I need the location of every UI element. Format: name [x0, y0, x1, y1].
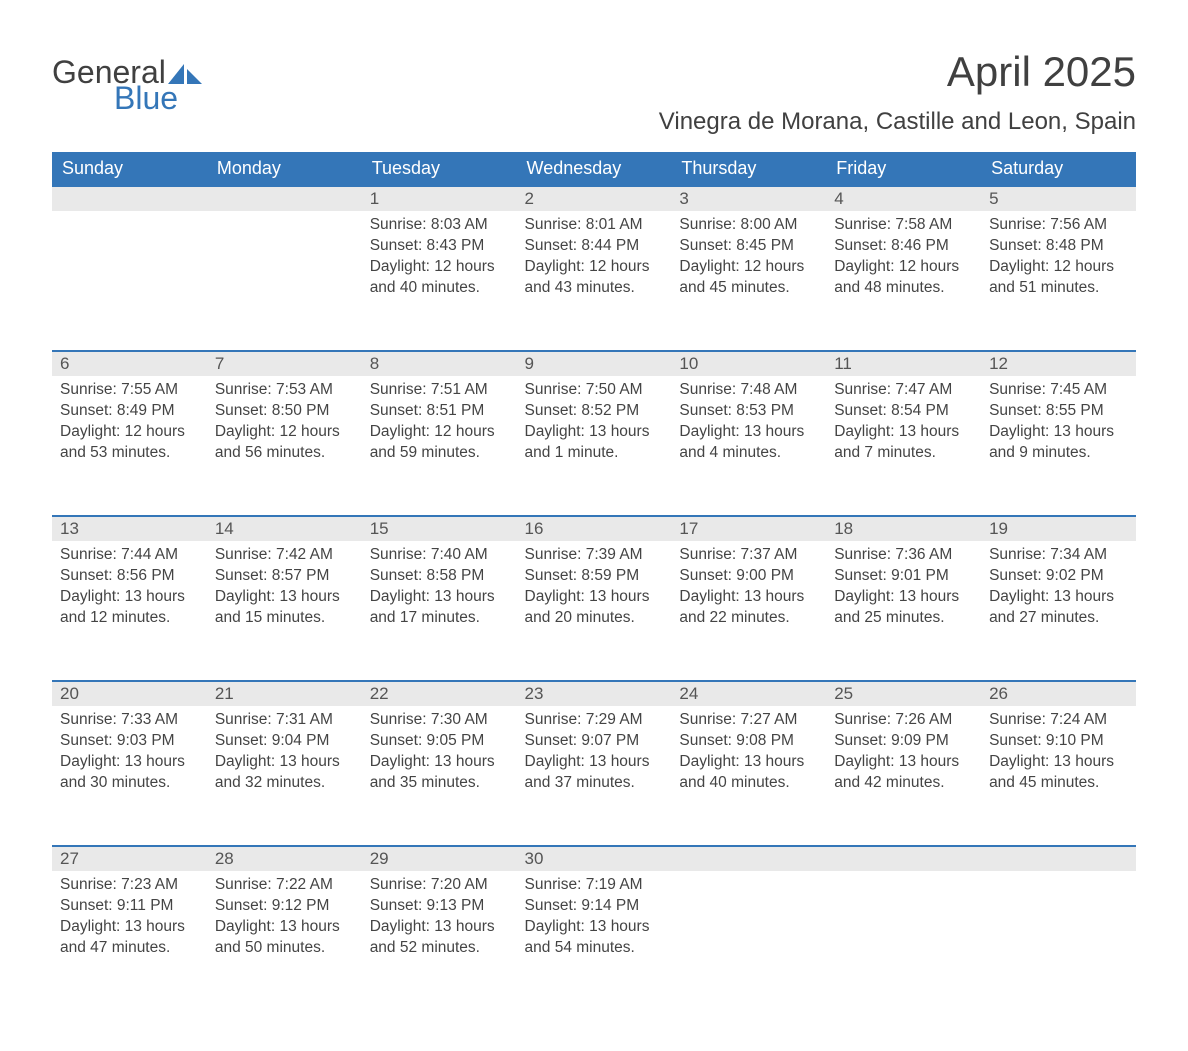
day-content-cell: Sunrise: 7:56 AMSunset: 8:48 PMDaylight:…	[981, 211, 1136, 351]
logo-word-blue: Blue	[114, 82, 202, 114]
weekday-header-row: Sunday Monday Tuesday Wednesday Thursday…	[52, 152, 1136, 186]
day-content-row: Sunrise: 7:33 AMSunset: 9:03 PMDaylight:…	[52, 706, 1136, 846]
day-content-cell: Sunrise: 7:55 AMSunset: 8:49 PMDaylight:…	[52, 376, 207, 516]
day-number-cell: 3	[671, 186, 826, 211]
weekday-header: Thursday	[671, 152, 826, 186]
day-number-cell: 11	[826, 351, 981, 376]
day-content-row: Sunrise: 7:44 AMSunset: 8:56 PMDaylight:…	[52, 541, 1136, 681]
day-number-row: 27282930	[52, 846, 1136, 871]
day-number-cell: 18	[826, 516, 981, 541]
day-number-cell: 23	[517, 681, 672, 706]
day-number-cell: 10	[671, 351, 826, 376]
day-number-cell: 8	[362, 351, 517, 376]
day-content-cell: Sunrise: 7:20 AMSunset: 9:13 PMDaylight:…	[362, 871, 517, 1011]
day-content-cell: Sunrise: 7:42 AMSunset: 8:57 PMDaylight:…	[207, 541, 362, 681]
title-block: April 2025 Vinegra de Morana, Castille a…	[659, 48, 1136, 146]
day-number-cell: 6	[52, 351, 207, 376]
day-content-cell	[207, 211, 362, 351]
day-number-cell: 7	[207, 351, 362, 376]
weekday-header: Tuesday	[362, 152, 517, 186]
day-content-cell: Sunrise: 8:01 AMSunset: 8:44 PMDaylight:…	[517, 211, 672, 351]
day-number-row: 12345	[52, 186, 1136, 211]
day-content-cell	[671, 871, 826, 1011]
day-content-cell: Sunrise: 7:30 AMSunset: 9:05 PMDaylight:…	[362, 706, 517, 846]
day-number-cell: 21	[207, 681, 362, 706]
day-content-cell: Sunrise: 7:48 AMSunset: 8:53 PMDaylight:…	[671, 376, 826, 516]
day-number-cell: 13	[52, 516, 207, 541]
day-number-cell: 1	[362, 186, 517, 211]
day-content-cell: Sunrise: 7:53 AMSunset: 8:50 PMDaylight:…	[207, 376, 362, 516]
day-number-cell: 14	[207, 516, 362, 541]
weekday-header: Monday	[207, 152, 362, 186]
day-number-cell: 12	[981, 351, 1136, 376]
day-number-cell: 25	[826, 681, 981, 706]
day-content-cell: Sunrise: 7:19 AMSunset: 9:14 PMDaylight:…	[517, 871, 672, 1011]
day-content-cell: Sunrise: 8:00 AMSunset: 8:45 PMDaylight:…	[671, 211, 826, 351]
day-content-cell: Sunrise: 8:03 AMSunset: 8:43 PMDaylight:…	[362, 211, 517, 351]
logo: General Blue	[52, 48, 202, 114]
day-number-cell: 27	[52, 846, 207, 871]
day-content-row: Sunrise: 8:03 AMSunset: 8:43 PMDaylight:…	[52, 211, 1136, 351]
day-content-cell	[826, 871, 981, 1011]
day-number-cell: 15	[362, 516, 517, 541]
day-content-cell: Sunrise: 7:39 AMSunset: 8:59 PMDaylight:…	[517, 541, 672, 681]
day-number-cell: 28	[207, 846, 362, 871]
day-number-cell	[207, 186, 362, 211]
day-content-cell: Sunrise: 7:51 AMSunset: 8:51 PMDaylight:…	[362, 376, 517, 516]
day-number-cell: 20	[52, 681, 207, 706]
day-number-cell	[671, 846, 826, 871]
day-number-cell: 30	[517, 846, 672, 871]
weekday-header: Sunday	[52, 152, 207, 186]
day-content-cell: Sunrise: 7:22 AMSunset: 9:12 PMDaylight:…	[207, 871, 362, 1011]
day-number-cell	[981, 846, 1136, 871]
day-number-cell	[826, 846, 981, 871]
day-number-cell: 24	[671, 681, 826, 706]
day-number-cell: 19	[981, 516, 1136, 541]
day-content-cell	[981, 871, 1136, 1011]
day-content-cell	[52, 211, 207, 351]
day-content-cell: Sunrise: 7:31 AMSunset: 9:04 PMDaylight:…	[207, 706, 362, 846]
weekday-header: Saturday	[981, 152, 1136, 186]
day-number-cell	[52, 186, 207, 211]
day-content-row: Sunrise: 7:55 AMSunset: 8:49 PMDaylight:…	[52, 376, 1136, 516]
day-content-cell: Sunrise: 7:58 AMSunset: 8:46 PMDaylight:…	[826, 211, 981, 351]
day-content-cell: Sunrise: 7:50 AMSunset: 8:52 PMDaylight:…	[517, 376, 672, 516]
day-number-row: 6789101112	[52, 351, 1136, 376]
day-number-row: 13141516171819	[52, 516, 1136, 541]
day-number-cell: 4	[826, 186, 981, 211]
month-title: April 2025	[659, 48, 1136, 96]
day-content-cell: Sunrise: 7:24 AMSunset: 9:10 PMDaylight:…	[981, 706, 1136, 846]
weekday-header: Friday	[826, 152, 981, 186]
day-number-cell: 17	[671, 516, 826, 541]
day-content-cell: Sunrise: 7:45 AMSunset: 8:55 PMDaylight:…	[981, 376, 1136, 516]
day-content-row: Sunrise: 7:23 AMSunset: 9:11 PMDaylight:…	[52, 871, 1136, 1011]
day-number-cell: 2	[517, 186, 672, 211]
weekday-header: Wednesday	[517, 152, 672, 186]
day-number-cell: 26	[981, 681, 1136, 706]
day-content-cell: Sunrise: 7:37 AMSunset: 9:00 PMDaylight:…	[671, 541, 826, 681]
day-number-cell: 9	[517, 351, 672, 376]
day-content-cell: Sunrise: 7:23 AMSunset: 9:11 PMDaylight:…	[52, 871, 207, 1011]
header-bar: General Blue April 2025 Vinegra de Moran…	[52, 48, 1136, 146]
day-content-cell: Sunrise: 7:29 AMSunset: 9:07 PMDaylight:…	[517, 706, 672, 846]
day-content-cell: Sunrise: 7:44 AMSunset: 8:56 PMDaylight:…	[52, 541, 207, 681]
day-content-cell: Sunrise: 7:27 AMSunset: 9:08 PMDaylight:…	[671, 706, 826, 846]
calendar-page: General Blue April 2025 Vinegra de Moran…	[0, 0, 1188, 1051]
day-content-cell: Sunrise: 7:36 AMSunset: 9:01 PMDaylight:…	[826, 541, 981, 681]
day-content-cell: Sunrise: 7:47 AMSunset: 8:54 PMDaylight:…	[826, 376, 981, 516]
location-subtitle: Vinegra de Morana, Castille and Leon, Sp…	[659, 108, 1136, 136]
day-number-row: 20212223242526	[52, 681, 1136, 706]
day-content-cell: Sunrise: 7:33 AMSunset: 9:03 PMDaylight:…	[52, 706, 207, 846]
day-content-cell: Sunrise: 7:26 AMSunset: 9:09 PMDaylight:…	[826, 706, 981, 846]
day-number-cell: 29	[362, 846, 517, 871]
calendar-table: Sunday Monday Tuesday Wednesday Thursday…	[52, 152, 1136, 1011]
day-number-cell: 16	[517, 516, 672, 541]
day-number-cell: 22	[362, 681, 517, 706]
day-number-cell: 5	[981, 186, 1136, 211]
day-content-cell: Sunrise: 7:40 AMSunset: 8:58 PMDaylight:…	[362, 541, 517, 681]
day-content-cell: Sunrise: 7:34 AMSunset: 9:02 PMDaylight:…	[981, 541, 1136, 681]
